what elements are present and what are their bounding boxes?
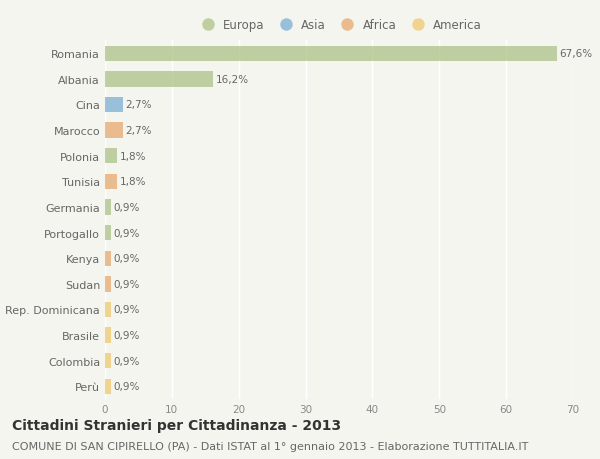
- Text: 0,9%: 0,9%: [113, 228, 140, 238]
- Text: 1,8%: 1,8%: [120, 177, 146, 187]
- Legend: Europa, Asia, Africa, America: Europa, Asia, Africa, America: [196, 19, 482, 32]
- Bar: [105, 251, 111, 266]
- Bar: [105, 200, 111, 215]
- Text: 0,9%: 0,9%: [113, 381, 140, 392]
- Text: 1,8%: 1,8%: [120, 151, 146, 162]
- Bar: [105, 72, 214, 87]
- Bar: [105, 123, 123, 139]
- Bar: [105, 174, 117, 190]
- Text: 67,6%: 67,6%: [560, 49, 593, 59]
- Text: 0,9%: 0,9%: [113, 356, 140, 366]
- Bar: [105, 225, 111, 241]
- Text: Cittadini Stranieri per Cittadinanza - 2013: Cittadini Stranieri per Cittadinanza - 2…: [12, 418, 341, 431]
- Text: 0,9%: 0,9%: [113, 279, 140, 289]
- Text: 2,7%: 2,7%: [126, 126, 152, 136]
- Bar: [105, 302, 111, 318]
- Bar: [105, 277, 111, 292]
- Text: 0,9%: 0,9%: [113, 254, 140, 263]
- Text: COMUNE DI SAN CIPIRELLO (PA) - Dati ISTAT al 1° gennaio 2013 - Elaborazione TUTT: COMUNE DI SAN CIPIRELLO (PA) - Dati ISTA…: [12, 441, 529, 451]
- Bar: [105, 98, 123, 113]
- Bar: [105, 46, 557, 62]
- Text: 0,9%: 0,9%: [113, 330, 140, 341]
- Text: 0,9%: 0,9%: [113, 305, 140, 315]
- Text: 16,2%: 16,2%: [216, 75, 249, 84]
- Bar: [105, 379, 111, 394]
- Bar: [105, 149, 117, 164]
- Text: 0,9%: 0,9%: [113, 202, 140, 213]
- Text: 2,7%: 2,7%: [126, 100, 152, 110]
- Bar: [105, 328, 111, 343]
- Bar: [105, 353, 111, 369]
